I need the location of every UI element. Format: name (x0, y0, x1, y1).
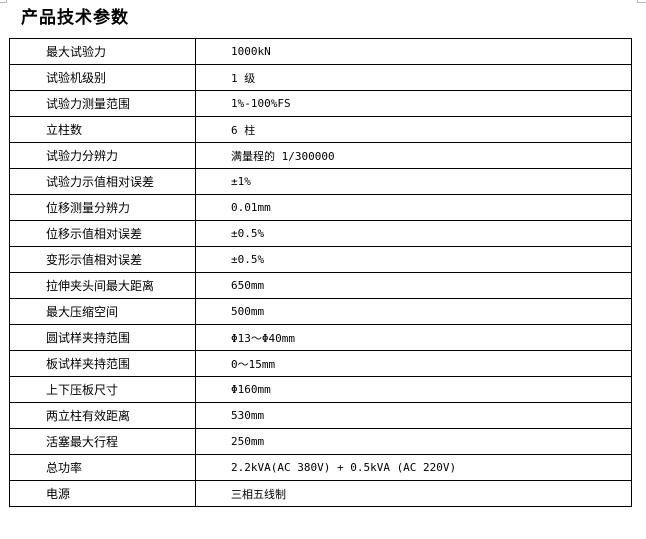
spec-value: 500mm (195, 298, 632, 325)
table-row: 试验力分辨力 满量程的 1/300000 (9, 142, 632, 169)
table-row: 位移示值相对误差 ±0.5% (9, 220, 632, 247)
table-row: 拉伸夹头间最大距离 650mm (9, 272, 632, 299)
table-row: 板试样夹持范围 0～15mm (9, 350, 632, 377)
spec-label: 总功率 (9, 454, 196, 481)
table-row: 立柱数 6 柱 (9, 116, 632, 143)
table-row: 电源 三相五线制 (9, 480, 632, 507)
table-row: 总功率 2.2kVA(AC 380V) + 0.5kVA (AC 220V) (9, 454, 632, 481)
table-row: 最大压缩空间 500mm (9, 298, 632, 325)
spec-label: 最大试验力 (9, 38, 196, 65)
table-row: 上下压板尺寸 Φ160mm (9, 376, 632, 403)
spec-label: 拉伸夹头间最大距离 (9, 272, 196, 299)
spec-value: 1%-100%FS (195, 90, 632, 117)
spec-value: 0～15mm (195, 350, 632, 377)
spec-label: 两立柱有效距离 (9, 402, 196, 429)
spec-value: ±1% (195, 168, 632, 195)
table-row: 圆试样夹持范围 Φ13～Φ40mm (9, 324, 632, 351)
spec-value: ±0.5% (195, 220, 632, 247)
spec-label: 试验力示值相对误差 (9, 168, 196, 195)
table-row: 活塞最大行程 250mm (9, 428, 632, 455)
spec-label: 电源 (9, 480, 196, 507)
spec-label: 板试样夹持范围 (9, 350, 196, 377)
spec-value: 650mm (195, 272, 632, 299)
spec-value: 0.01mm (195, 194, 632, 221)
spec-value: 1000kN (195, 38, 632, 65)
table-row: 位移测量分辨力 0.01mm (9, 194, 632, 221)
spec-value: 三相五线制 (195, 480, 632, 507)
spec-value: 530mm (195, 402, 632, 429)
spec-label: 变形示值相对误差 (9, 246, 196, 273)
spec-value: 6 柱 (195, 116, 632, 143)
table-row: 试验力测量范围 1%-100%FS (9, 90, 632, 117)
spec-value: 1 级 (195, 64, 632, 91)
spec-label: 活塞最大行程 (9, 428, 196, 455)
spec-value: Φ160mm (195, 376, 632, 403)
spec-label: 试验力测量范围 (9, 90, 196, 117)
page-title: 产品技术参数 (21, 8, 129, 28)
spec-value: 2.2kVA(AC 380V) + 0.5kVA (AC 220V) (195, 454, 632, 481)
spec-value: 250mm (195, 428, 632, 455)
table-row: 最大试验力 1000kN (9, 38, 632, 65)
spec-table: 最大试验力 1000kN 试验机级别 1 级试验力测量范围 1%-100%FS 立柱数 6 … (9, 38, 632, 507)
spec-label: 最大压缩空间 (9, 298, 196, 325)
frame-corner-left (0, 0, 7, 3)
frame-corner-right (637, 0, 646, 3)
spec-label: 上下压板尺寸 (9, 376, 196, 403)
spec-label: 位移测量分辨力 (9, 194, 196, 221)
spec-label: 位移示值相对误差 (9, 220, 196, 247)
table-row: 试验力示值相对误差 ±1% (9, 168, 632, 195)
table-row: 试验机级别 1 级 (9, 64, 632, 91)
spec-label: 圆试样夹持范围 (9, 324, 196, 351)
spec-label: 试验机级别 (9, 64, 196, 91)
spec-label: 试验力分辨力 (9, 142, 196, 169)
spec-label: 立柱数 (9, 116, 196, 143)
spec-value: ±0.5% (195, 246, 632, 273)
table-row: 两立柱有效距离 530mm (9, 402, 632, 429)
table-row: 变形示值相对误差 ±0.5% (9, 246, 632, 273)
spec-value: 满量程的 1/300000 (195, 142, 632, 169)
spec-value: Φ13～Φ40mm (195, 324, 632, 351)
